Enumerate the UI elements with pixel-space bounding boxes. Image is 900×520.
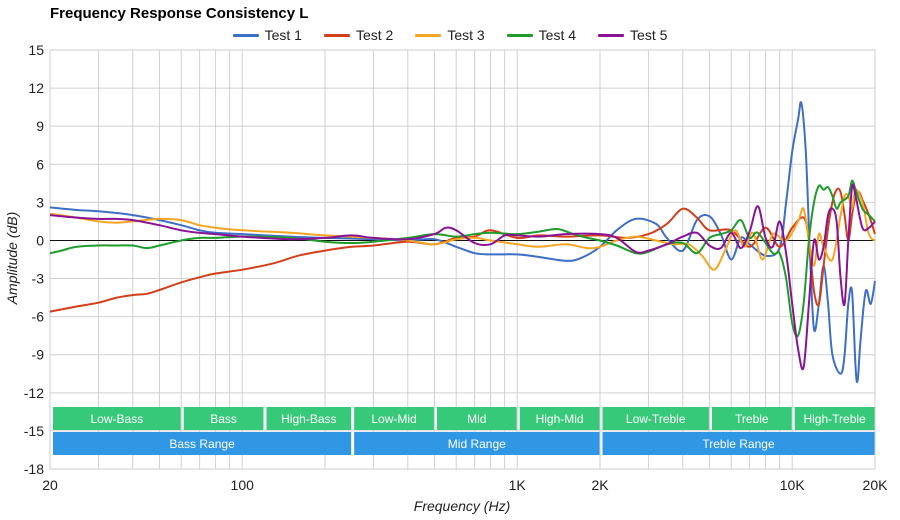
legend-item-test-1: Test 1 <box>232 27 302 43</box>
x-tick-label: 20K <box>863 477 889 493</box>
band-high-bass <box>266 407 352 430</box>
legend-swatch <box>598 33 625 37</box>
band-treble-range <box>602 432 875 455</box>
x-tick-label: 2K <box>591 477 609 493</box>
band-mid-range <box>354 432 600 455</box>
y-tick-label: -9 <box>32 347 45 363</box>
chart-title: Frequency Response Consistency L <box>50 5 309 22</box>
band-label: High-Bass <box>281 412 336 426</box>
band-low-mid <box>354 407 434 430</box>
y-axis-label: Amplitude (dB) <box>4 212 20 306</box>
series-line-test-2 <box>49 187 876 313</box>
band-label: Treble <box>735 412 769 426</box>
legend-item-test-5: Test 5 <box>598 27 667 43</box>
band-bass-range <box>53 432 352 455</box>
x-tick-label: 20 <box>42 477 58 493</box>
frequency-bands: Low-Bass Bass High-Bass Low-Mid Mid High-Mid L… <box>53 407 875 455</box>
band-low-bass <box>53 407 181 430</box>
legend-swatch <box>323 33 350 37</box>
band-label: High-Treble <box>803 412 866 426</box>
legend-label: Test 3 <box>447 27 485 43</box>
x-tick-label: 10K <box>780 477 806 493</box>
y-tick-label: 9 <box>36 118 44 134</box>
legend-label: Test 5 <box>630 27 668 43</box>
y-tick-label: -12 <box>24 385 44 401</box>
series-lines <box>49 101 876 384</box>
band-label: High-Mid <box>536 412 584 426</box>
y-tick-label: 12 <box>28 80 44 96</box>
series-line-test-5 <box>49 183 876 371</box>
y-tick-label: 15 <box>28 42 44 58</box>
y-tick-label: -15 <box>24 423 44 439</box>
band-label: Low-Mid <box>371 412 416 426</box>
legend-swatch <box>506 33 533 37</box>
plot-border <box>49 49 876 470</box>
x-tick-label: 100 <box>231 477 255 493</box>
band-high-treble <box>794 407 875 430</box>
band-label: Mid <box>467 412 486 426</box>
x-tick-label: 1K <box>509 477 527 493</box>
legend: Test 1 Test 2 Test 3 Test 4 Test 5 <box>0 27 900 43</box>
legend-item-test-4: Test 4 <box>506 27 577 43</box>
legend-item-test-2: Test 2 <box>323 27 394 43</box>
y-tick-label: -18 <box>24 461 44 477</box>
series-line-test-1 <box>49 101 876 384</box>
legend-swatch <box>232 33 259 37</box>
band-bass <box>183 407 264 430</box>
grid <box>49 49 876 470</box>
legend-label: Test 2 <box>355 27 394 43</box>
band-mid <box>436 407 517 430</box>
legend-item-test-3: Test 3 <box>415 27 485 43</box>
band-label: Bass <box>210 412 237 426</box>
band-treble <box>711 407 792 430</box>
series-line-test-4 <box>49 179 876 338</box>
band-label: Low-Bass <box>91 412 144 426</box>
band-label: Mid Range <box>448 437 506 451</box>
y-tick-label: 6 <box>36 156 44 172</box>
y-tick-label: -3 <box>32 271 45 287</box>
legend-label: Test 4 <box>538 27 577 43</box>
y-tick-label: 0 <box>36 232 44 248</box>
y-tick-label: -6 <box>32 309 45 325</box>
band-label: Low-Treble <box>626 412 686 426</box>
legend-swatch <box>415 33 442 37</box>
band-high-mid <box>519 407 600 430</box>
band-low-treble <box>602 407 709 430</box>
band-label: Bass Range <box>169 437 235 451</box>
series-line-test-3 <box>49 188 876 271</box>
x-axis-label: Frequency (Hz) <box>414 498 510 514</box>
y-tick-label: 3 <box>36 194 44 210</box>
legend-label: Test 1 <box>264 27 302 43</box>
band-label: Treble Range <box>702 437 775 451</box>
